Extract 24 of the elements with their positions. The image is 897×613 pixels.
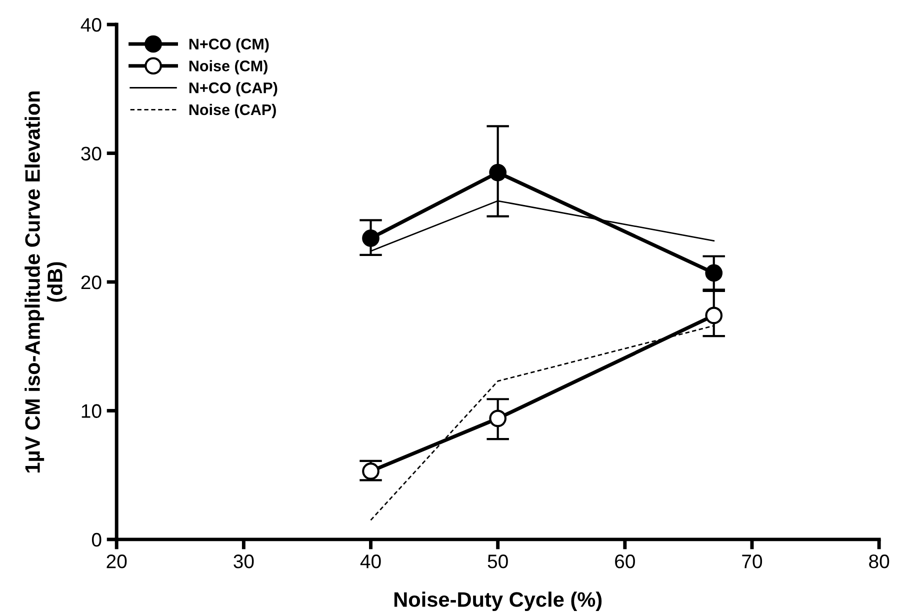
y-tick-label: 40	[80, 18, 102, 32]
x-tick-label: 50	[488, 554, 508, 568]
y-axis-title: 1µV CM iso-Amplitude Curve Elevation (dB)	[24, 91, 67, 472]
point	[705, 306, 723, 324]
point	[489, 164, 507, 182]
x-tick-label: 30	[234, 554, 254, 568]
legend-label: N+CO (CAP)	[189, 82, 278, 96]
y-tick-label: 20	[81, 275, 102, 290]
y-tick-label: 0	[92, 532, 102, 547]
x-tick-label: 80	[869, 554, 890, 568]
legend-label: N+CO (CM)	[189, 38, 269, 53]
y-tick-label: 30	[81, 146, 102, 160]
legend-label: Noise (CM)	[189, 60, 268, 74]
x-axis-title: Noise-Duty Cycle (%)	[394, 592, 602, 612]
x-tick-label: 70	[742, 554, 762, 568]
x-tick-label: 60	[615, 554, 635, 568]
point	[362, 230, 380, 247]
point	[362, 462, 380, 480]
x-tick-label: 40	[360, 554, 381, 568]
x-tick-label: 20	[106, 554, 127, 568]
point	[705, 264, 723, 282]
point	[489, 410, 507, 428]
legend-label: Noise (CAP)	[189, 104, 276, 118]
y-tick-label: 10	[82, 404, 102, 418]
